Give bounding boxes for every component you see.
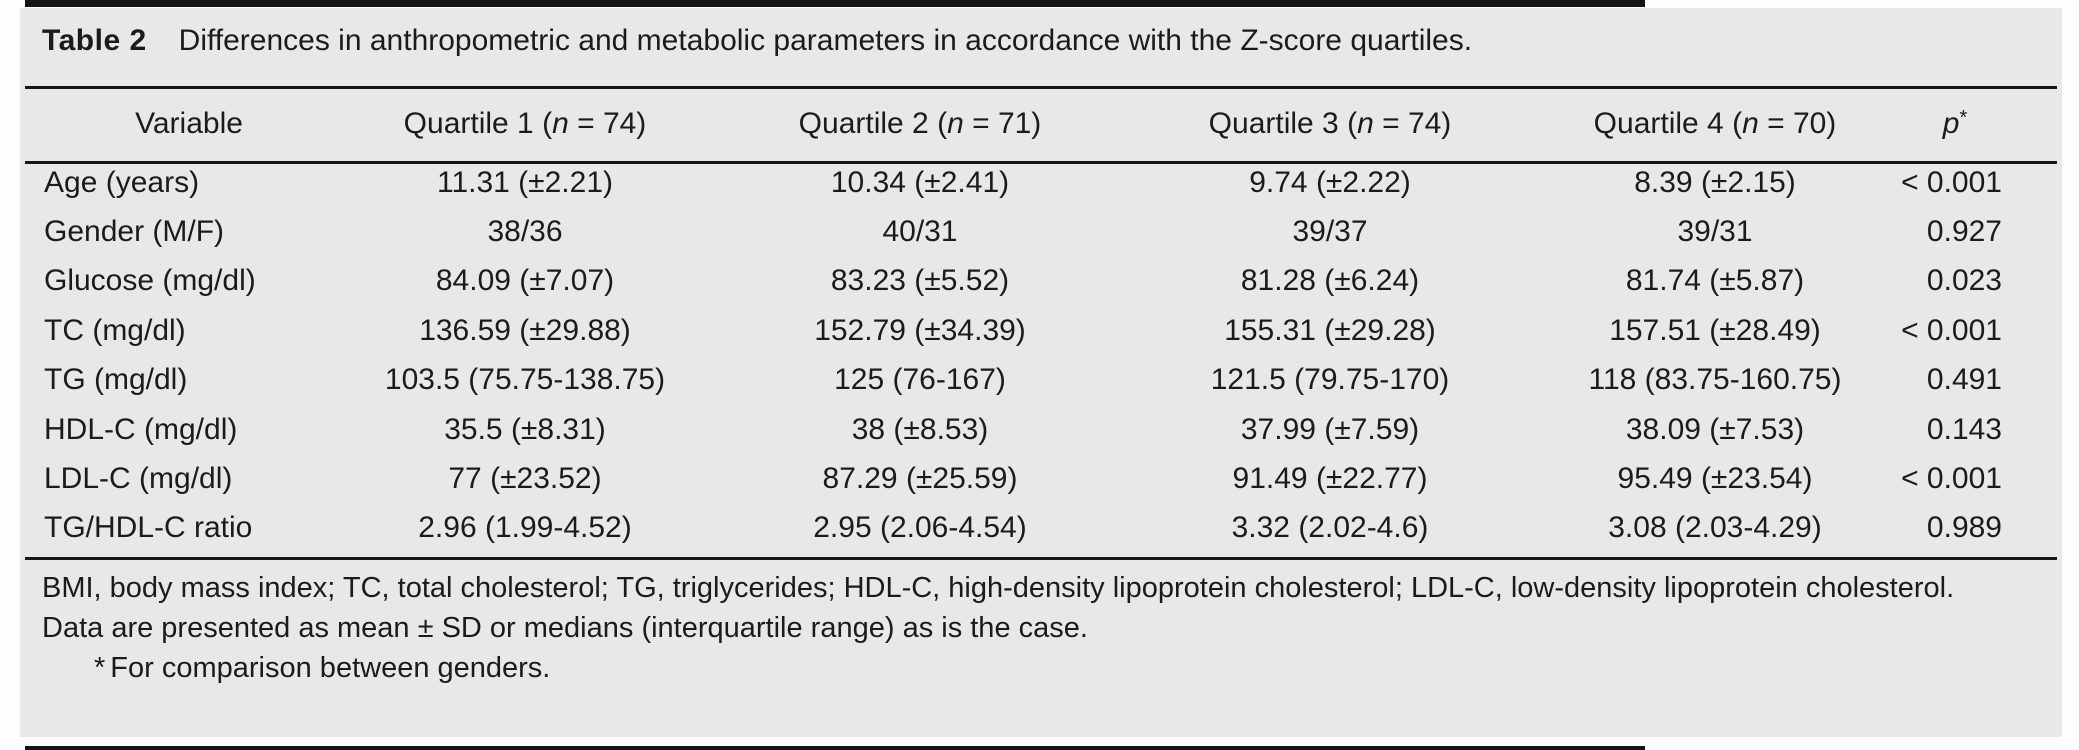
footnote-line: * For comparison between genders. bbox=[94, 652, 551, 684]
value-cell: < 0.001 bbox=[1901, 462, 2002, 496]
value-cell: 95.49 (±23.54) bbox=[1617, 462, 1813, 496]
rule-below-caption bbox=[25, 86, 2057, 89]
variable-cell: TG/HDL-C ratio bbox=[44, 511, 253, 545]
value-cell: < 0.001 bbox=[1901, 313, 2002, 347]
table-row: TG/HDL-C ratio 2.96 (1.99-4.52) 2.95 (2.06… bbox=[38, 504, 2010, 553]
value-cell: 0.143 bbox=[1926, 412, 2002, 446]
variable-cell: Glucose (mg/dl) bbox=[44, 264, 256, 298]
value-cell: 103.5 (75.75-138.75) bbox=[384, 363, 666, 397]
value-cell: 11.31 (±2.21) bbox=[436, 165, 613, 199]
variable-cell: TG (mg/dl) bbox=[44, 363, 188, 397]
value-cell: < 0.001 bbox=[1901, 165, 2002, 199]
value-cell: 81.28 (±6.24) bbox=[1240, 264, 1420, 298]
value-cell: 39/37 bbox=[1292, 215, 1368, 249]
value-cell: 83.23 (±5.52) bbox=[830, 264, 1010, 298]
value-cell: 121.5 (79.75-170) bbox=[1210, 363, 1450, 397]
value-cell: 81.74 (±5.87) bbox=[1625, 264, 1805, 298]
table2-panel: Table 2 Differences in anthropometric and… bbox=[20, 8, 2062, 737]
column-header-2: Quartile 2 (n = 71) bbox=[798, 106, 1042, 140]
value-cell: 35.5 (±8.31) bbox=[444, 412, 606, 446]
table-row: TG (mg/dl) 103.5 (75.75-138.75) 125 (76-16… bbox=[38, 356, 2010, 405]
column-header-0: Variable bbox=[135, 106, 243, 140]
table-header: Variable Quartile 1 (n = 74) Quartile 2 (n… bbox=[38, 89, 2010, 158]
value-cell: 37.99 (±7.59) bbox=[1240, 412, 1420, 446]
value-cell: 38/36 bbox=[487, 215, 563, 249]
column-header-5: p* bbox=[1942, 106, 1968, 140]
value-cell: 3.08 (2.03-4.29) bbox=[1608, 511, 1822, 545]
value-cell: 40/31 bbox=[882, 215, 958, 249]
table-row: Glucose (mg/dl) 84.09 (±7.07) 83.23 (±5.52… bbox=[38, 257, 2010, 306]
clipped-rule-bottom bbox=[25, 746, 1645, 750]
column-header-4: Quartile 4 (n = 70) bbox=[1593, 106, 1837, 140]
value-cell: 155.31 (±29.28) bbox=[1224, 313, 1436, 347]
value-cell: 152.79 (±34.39) bbox=[814, 313, 1026, 347]
value-cell: 0.023 bbox=[1926, 264, 2002, 298]
value-cell: 157.51 (±28.49) bbox=[1609, 313, 1821, 347]
value-cell: 8.39 (±2.15) bbox=[1634, 165, 1796, 199]
variable-cell: Gender (M/F) bbox=[44, 215, 225, 249]
clipped-rule-top bbox=[25, 0, 1645, 7]
table-caption-text: Differences in anthropometric and metabo… bbox=[178, 24, 1473, 57]
value-cell: 77 (±23.52) bbox=[448, 462, 602, 496]
footnote-line: BMI, body mass index; TC, total choleste… bbox=[42, 572, 1955, 604]
variable-cell: HDL-C (mg/dl) bbox=[44, 412, 238, 446]
table-caption: Table 2 Differences in anthropometric and… bbox=[42, 22, 2040, 60]
column-header-3: Quartile 3 (n = 74) bbox=[1208, 106, 1452, 140]
table-body: Age (years) 11.31 (±2.21) 10.34 (±2.41) 9.7… bbox=[38, 158, 2010, 553]
value-cell: 2.95 (2.06-4.54) bbox=[813, 511, 1027, 545]
value-cell: 125 (76-167) bbox=[834, 363, 1006, 397]
table-label: Table 2 bbox=[42, 24, 147, 57]
footnote-line: Data are presented as mean ± SD or media… bbox=[42, 612, 1088, 644]
table-row: LDL-C (mg/dl) 77 (±23.52) 87.29 (±25.59) 91… bbox=[38, 454, 2010, 503]
value-cell: 87.29 (±25.59) bbox=[822, 462, 1018, 496]
footnotes: BMI, body mass index; TC, total choleste… bbox=[42, 568, 2038, 688]
variable-cell: LDL-C (mg/dl) bbox=[44, 462, 233, 496]
value-cell: 38.09 (±7.53) bbox=[1625, 412, 1805, 446]
value-cell: 84.09 (±7.07) bbox=[435, 264, 615, 298]
value-cell: 118 (83.75-160.75) bbox=[1588, 363, 1842, 397]
value-cell: 0.927 bbox=[1926, 215, 2002, 249]
rule-below-body bbox=[25, 557, 2057, 560]
value-cell: 10.34 (±2.41) bbox=[830, 165, 1010, 199]
value-cell: 39/31 bbox=[1677, 215, 1753, 249]
variable-cell: Age (years) bbox=[44, 165, 200, 199]
footnote-marker: * bbox=[94, 652, 106, 684]
value-cell: 2.96 (1.99-4.52) bbox=[418, 511, 632, 545]
table-row: Age (years) 11.31 (±2.21) 10.34 (±2.41) 9.7… bbox=[38, 158, 2010, 207]
column-header-1: Quartile 1 (n = 74) bbox=[403, 106, 647, 140]
value-cell: 136.59 (±29.88) bbox=[419, 313, 631, 347]
table-row: Gender (M/F) 38/36 40/31 39/37 39/31 0.927 bbox=[38, 207, 2010, 256]
rule-below-header bbox=[25, 161, 2057, 164]
value-cell: 3.32 (2.02-4.6) bbox=[1231, 511, 1429, 545]
table-row: HDL-C (mg/dl) 35.5 (±8.31) 38 (±8.53) 37.99… bbox=[38, 405, 2010, 454]
value-cell: 0.491 bbox=[1926, 363, 2002, 397]
table-row: TC (mg/dl) 136.59 (±29.88) 152.79 (±34.39)… bbox=[38, 306, 2010, 355]
value-cell: 9.74 (±2.22) bbox=[1249, 165, 1411, 199]
variable-cell: TC (mg/dl) bbox=[44, 313, 186, 347]
value-cell: 38 (±8.53) bbox=[851, 412, 989, 446]
header-row: Variable Quartile 1 (n = 74) Quartile 2 (n… bbox=[38, 89, 2010, 158]
value-cell: 91.49 (±22.77) bbox=[1232, 462, 1428, 496]
quartiles-table: Variable Quartile 1 (n = 74) Quartile 2 (n… bbox=[38, 89, 2010, 553]
value-cell: 0.989 bbox=[1926, 511, 2002, 545]
